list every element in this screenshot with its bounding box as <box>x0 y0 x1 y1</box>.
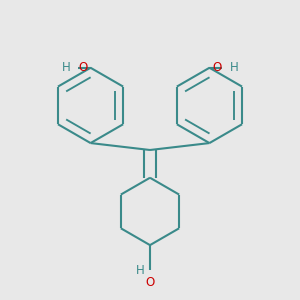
Text: O: O <box>146 276 154 289</box>
Text: H: H <box>230 61 239 74</box>
Text: H: H <box>136 264 145 278</box>
Text: O: O <box>213 61 222 74</box>
Text: H: H <box>61 61 70 74</box>
Text: O: O <box>78 61 87 74</box>
